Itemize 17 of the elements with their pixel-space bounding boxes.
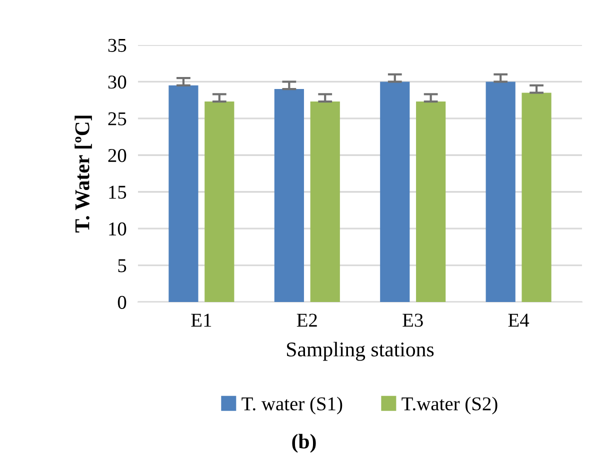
x-tick-label: E4 (508, 314, 530, 327)
y-tick-label: 5 (118, 259, 126, 272)
x-tick-label: E1 (191, 314, 212, 327)
y-axis-title: T. Water [ºC] (74, 116, 92, 232)
text: (b) (292, 434, 316, 453)
y-tick-label: 30 (108, 76, 126, 89)
x-tick-label: E3 (402, 314, 423, 327)
y-tick-label: 0 (118, 296, 126, 309)
y-tick-label: 10 (109, 222, 126, 236)
y-tick-label: 25 (108, 112, 126, 126)
legend-label: T.water (S2) (402, 396, 498, 414)
x-tick-label: E2 (296, 314, 317, 327)
x-axis-title: Sampling stations (287, 342, 434, 361)
y-tick-label: 20 (108, 148, 126, 162)
y-tick-label: 15 (109, 186, 126, 199)
y-tick-label: 35 (108, 38, 126, 52)
legend-label: T. water (S1) (242, 396, 342, 414)
